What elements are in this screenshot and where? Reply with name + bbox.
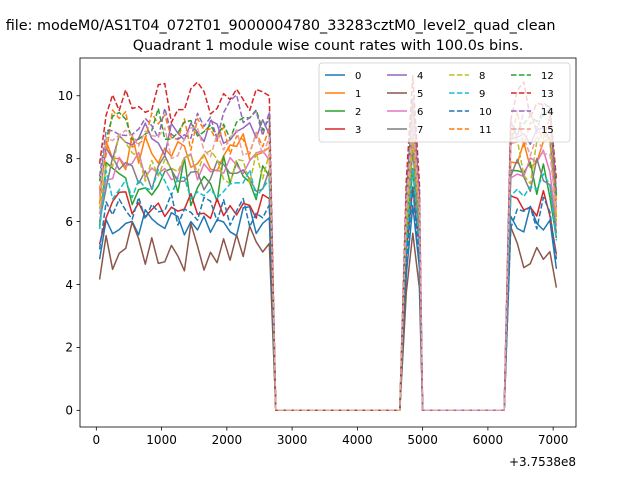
legend-label-10: 10 (479, 107, 492, 118)
x-tick-label: 4000 (342, 433, 373, 447)
series-line-9 (98, 168, 558, 412)
y-tick-label: 10 (58, 89, 73, 103)
x-tick-label: 2000 (212, 433, 243, 447)
legend-label-3: 3 (355, 125, 361, 136)
legend-label-9: 9 (479, 89, 485, 100)
series-line-12 (98, 97, 558, 412)
series-line-5 (98, 221, 558, 412)
chart-suptitle: n file: modeM0/AS1T04_072T01_9000004780_… (0, 18, 556, 34)
legend-label-4: 4 (417, 71, 423, 82)
y-tick-label: 6 (65, 215, 73, 229)
x-tick-label: 5000 (407, 433, 438, 447)
series-line-11 (98, 109, 558, 412)
x-tick-label: 6000 (473, 433, 504, 447)
series-line-6 (98, 139, 558, 412)
x-tick-label: 0 (92, 433, 100, 447)
legend-label-11: 11 (479, 125, 492, 136)
legend-label-6: 6 (417, 107, 423, 118)
y-tick-label: 0 (65, 404, 73, 418)
x-tick-label: 3000 (277, 433, 308, 447)
x-tick-label: 1000 (146, 433, 177, 447)
series-line-10 (98, 186, 558, 412)
series-line-15 (98, 116, 558, 412)
legend-label-8: 8 (479, 71, 485, 82)
legend-label-13: 13 (541, 89, 554, 100)
series-line-2 (98, 155, 558, 412)
legend-label-1: 1 (355, 89, 361, 100)
y-tick-label: 4 (65, 278, 73, 292)
legend-label-5: 5 (417, 89, 423, 100)
chart-title: Quadrant 1 module wise count rates with … (133, 38, 524, 54)
legend-label-12: 12 (541, 71, 554, 82)
y-tick-label: 2 (65, 341, 73, 355)
legend-label-0: 0 (355, 71, 361, 82)
legend-label-15: 15 (541, 125, 554, 136)
series-line-13 (98, 75, 558, 412)
legend-label-7: 7 (417, 125, 423, 136)
y-tick-label: 8 (65, 152, 73, 166)
legend-label-14: 14 (541, 107, 554, 118)
series-line-0 (98, 204, 558, 412)
legend-label-2: 2 (355, 107, 361, 118)
legend-box (318, 62, 571, 143)
axes-frame (79, 57, 577, 428)
x-tick-label: 7000 (538, 433, 569, 447)
x-offset-label: +3.7538e8 (509, 455, 576, 469)
